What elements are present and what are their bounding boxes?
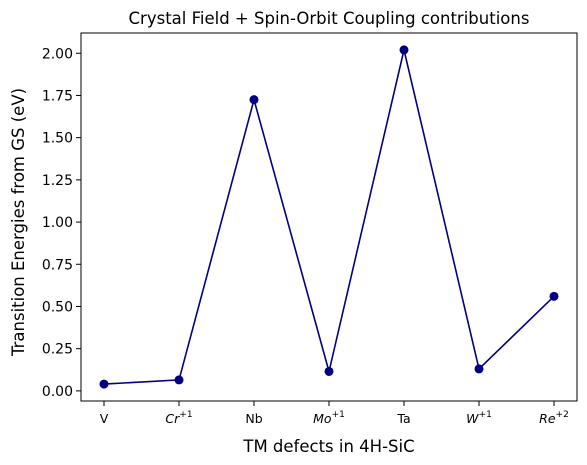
x-tick-label: Mo+1 xyxy=(313,410,345,426)
y-tick-label: 0.25 xyxy=(42,342,73,358)
y-tick-label: 1.75 xyxy=(42,88,73,104)
data-point xyxy=(99,379,109,389)
data-point xyxy=(549,291,559,301)
data-point xyxy=(324,366,334,376)
plot-frame xyxy=(80,32,578,402)
series xyxy=(99,45,559,389)
y-tick-label: 0.75 xyxy=(42,257,73,273)
x-tick-label: Ta xyxy=(396,411,410,426)
y-tick-label: 0.00 xyxy=(42,384,73,400)
x-tick-label: Re+2 xyxy=(539,410,569,426)
y-tick-label: 2.00 xyxy=(42,46,73,62)
chart-title: Crystal Field + Spin-Orbit Coupling cont… xyxy=(129,9,530,28)
y-tick-label: 0.50 xyxy=(42,299,73,315)
x-tick-label: V xyxy=(100,411,109,426)
y-ticks: 0.00 0.25 0.50 0.75 1.00 1.25 1.50 1.75 2.00 xyxy=(42,46,81,400)
x-axis-label: TM defects in 4H-SiC xyxy=(242,437,414,456)
series-line xyxy=(103,49,555,385)
y-tick-label: 1.25 xyxy=(42,173,73,189)
y-tick-label: 1.50 xyxy=(42,131,73,147)
data-point xyxy=(399,45,409,55)
x-tick-label: W+1 xyxy=(466,410,492,426)
x-tick-label: Nb xyxy=(245,411,262,426)
data-point xyxy=(249,95,259,105)
y-axis-label: Transition Energies from GS (eV) xyxy=(9,88,28,357)
data-point xyxy=(474,364,484,374)
x-tick-label: Cr+1 xyxy=(165,410,192,426)
y-tick-label: 1.00 xyxy=(42,215,73,231)
x-ticks: V Cr+1 Nb Mo+1 Ta W+1 Re+2 xyxy=(100,401,569,426)
data-point xyxy=(174,375,184,385)
